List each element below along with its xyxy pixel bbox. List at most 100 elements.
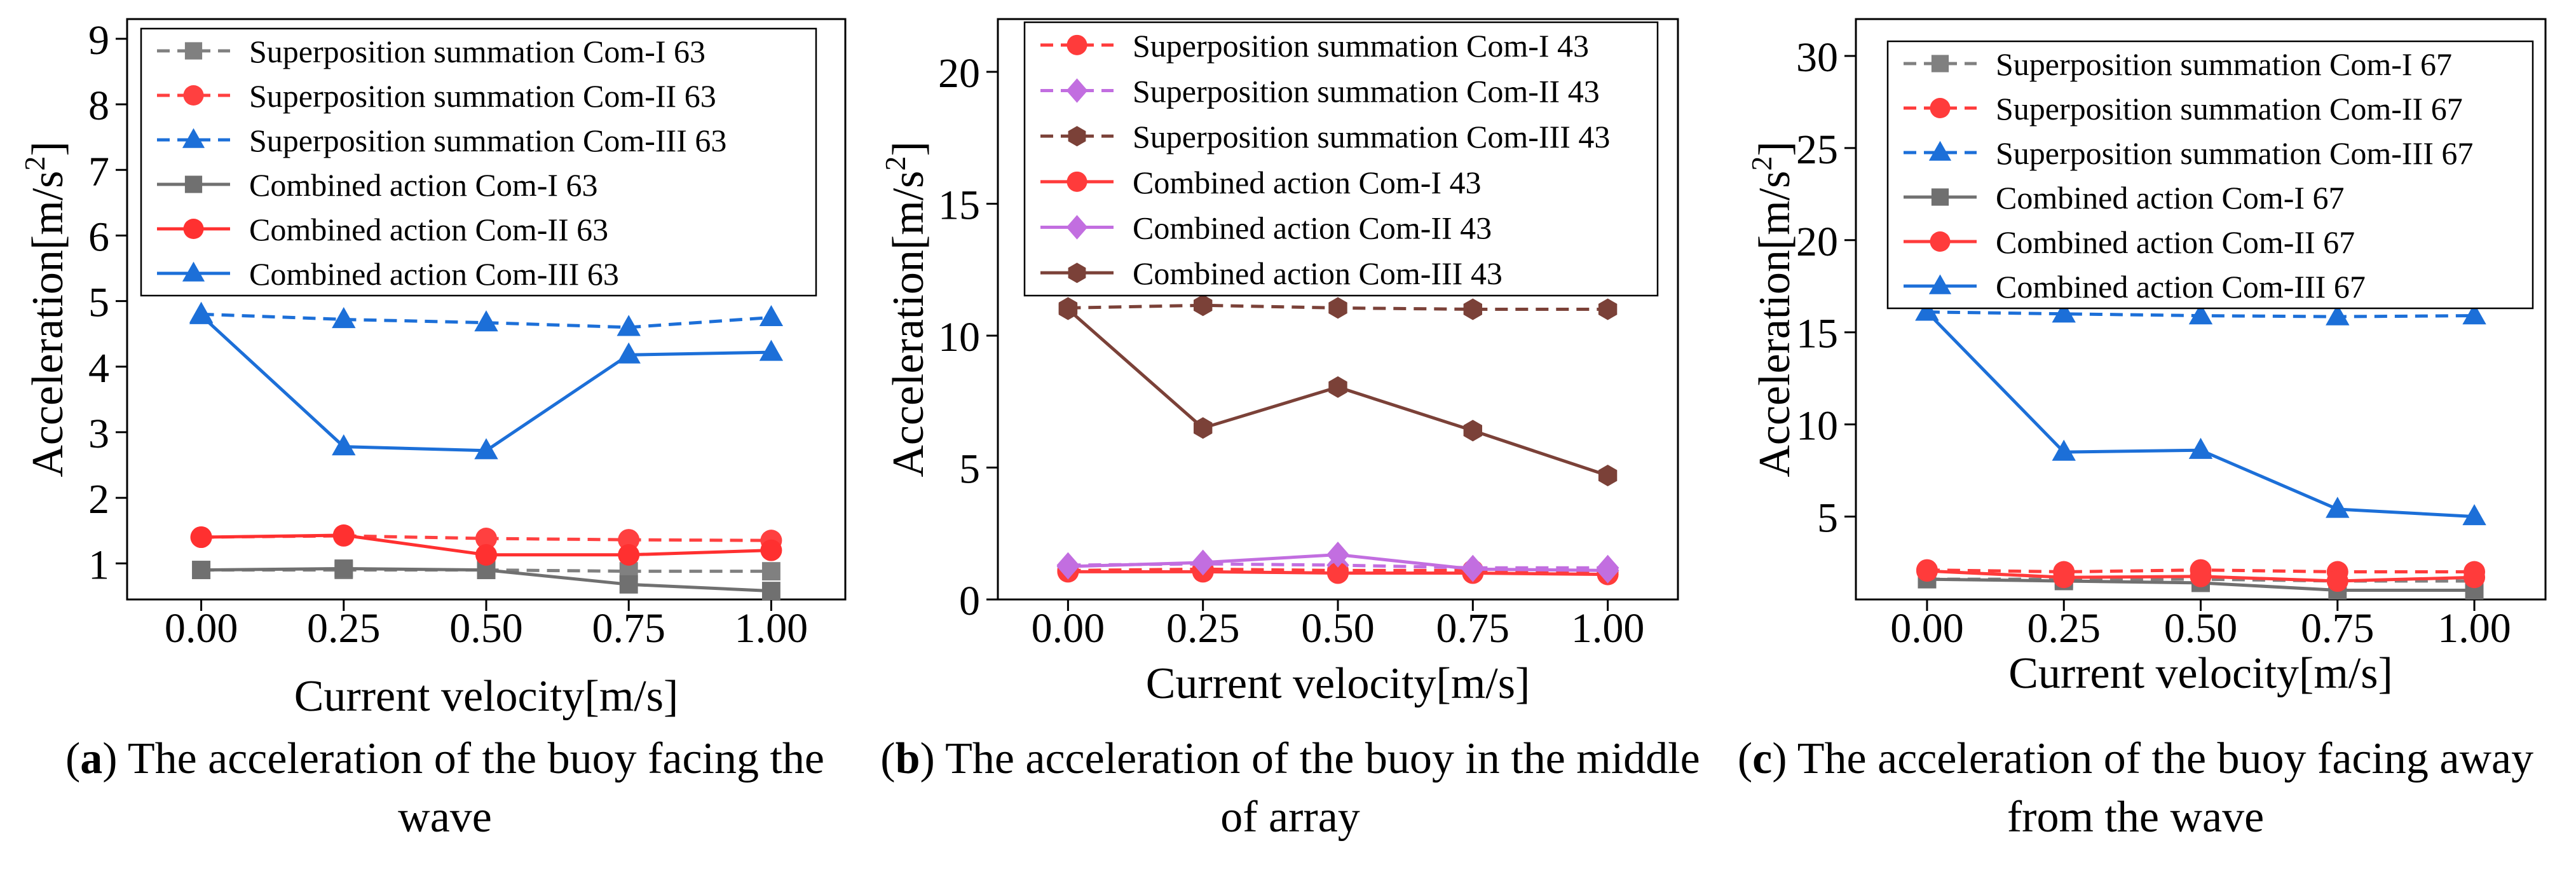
legend-marker (1928, 274, 1952, 294)
data-point (2052, 439, 2076, 461)
y-axis-label-end: ] (884, 141, 933, 156)
legend-marker (1066, 215, 1088, 240)
data-point (2326, 570, 2348, 592)
y-tick-label: 9 (88, 17, 109, 64)
legend-marker (1068, 126, 1086, 147)
legend-marker (184, 42, 203, 60)
data-point (192, 561, 211, 580)
y-tick-label: 6 (88, 214, 109, 260)
legend-entry: Combined action Com-I 67 (1996, 180, 2345, 216)
legend-entry: Superposition summation Com-III 63 (249, 123, 726, 158)
legend: Superposition summation Com-I 67 Superpos… (1886, 40, 2534, 310)
legend-marker (1067, 34, 1087, 55)
y-tick-label: 2 (88, 476, 109, 523)
caption-c-text: The acceleration of the buoy facing away… (1797, 734, 2534, 842)
y-axis-label-main: Acceleration[m/s (884, 171, 933, 477)
data-point (2464, 566, 2486, 589)
series-6 (1058, 298, 1618, 486)
legend-marker (182, 261, 205, 282)
series-3 (1058, 294, 1618, 320)
y-tick-label: 10 (938, 314, 980, 360)
series-4 (192, 559, 780, 601)
data-point (2326, 304, 2350, 325)
legend-entry: Superposition summation Com-I 67 (1996, 46, 2452, 82)
y-tick-label: 25 (1796, 127, 1838, 173)
x-tick-label: 0.50 (449, 605, 523, 652)
y-axis-label-superscript: 2 (18, 156, 51, 171)
y-tick-label: 15 (938, 182, 980, 229)
data-point (332, 306, 356, 329)
legend-entry: Combined action Com-III 63 (249, 256, 619, 292)
y-axis-label: Acceleration[m/s2] (18, 141, 72, 477)
y-axis-label-end: ] (24, 141, 72, 156)
legend-marker (183, 85, 204, 106)
y-axis-label: Acceleration[m/s2] (879, 141, 933, 477)
y-tick-label: 30 (1796, 34, 1838, 81)
legend: Superposition summation Com-I 63 Superpos… (140, 27, 817, 297)
y-tick-label: 4 (88, 345, 109, 392)
x-axis-label: Current velocity[m/s] (1146, 659, 1530, 708)
y-tick-label: 20 (1796, 219, 1838, 265)
y-tick-label: 8 (88, 83, 109, 129)
data-point (475, 544, 497, 566)
legend-frame (1886, 40, 2534, 310)
data-point (618, 544, 640, 566)
caption-c: (c) The acceleration of the buoy facing … (1737, 734, 2534, 842)
series-5 (1916, 560, 2486, 592)
y-axis-label-superscript: 2 (879, 156, 911, 171)
data-point (1916, 560, 1938, 582)
data-point (759, 339, 784, 361)
data-point (1915, 299, 1939, 321)
caption-b: (b) The acceleration of the buoy in the … (880, 734, 1700, 842)
data-point (1328, 376, 1347, 398)
y-tick-label: 5 (88, 280, 109, 326)
series-5 (1056, 542, 1619, 584)
x-tick-label: 0.75 (1436, 605, 1510, 652)
data-point (1194, 294, 1213, 317)
legend-entry: Combined action Com-III 43 (1133, 256, 1503, 291)
x-tick-label: 0.25 (1166, 605, 1240, 652)
legend-entry: Combined action Com-II 63 (249, 212, 608, 247)
x-tick-label: 1.00 (1571, 605, 1645, 652)
legend-entry: Superposition summation Com-II 63 (249, 78, 716, 114)
data-point (1326, 542, 1349, 568)
data-point (618, 529, 640, 551)
series-6 (189, 303, 784, 460)
caption-b-letter: b (895, 734, 920, 783)
series-3 (189, 301, 784, 336)
y-axis-label: Acceleration[m/s2] (1745, 141, 1799, 477)
x-tick-label: 0.00 (1032, 605, 1105, 652)
legend-marker (1068, 263, 1086, 284)
data-point (2462, 504, 2486, 526)
data-point (474, 310, 498, 332)
data-point (332, 434, 356, 456)
legend-entry: Superposition summation Com-II 43 (1133, 74, 1600, 109)
y-axis-label-main: Acceleration[m/s (24, 171, 72, 477)
series-6 (1915, 299, 2486, 526)
x-axis-label: Current velocity[m/s] (294, 672, 679, 721)
series-line (1926, 311, 2475, 519)
x-tick-label: 0.00 (165, 605, 238, 652)
data-point (619, 575, 638, 594)
legend-entry: Combined action Com-III 67 (1996, 269, 2366, 305)
data-point (474, 438, 498, 460)
y-tick-label: 5 (959, 446, 980, 493)
legend-entry: Superposition summation Com-I 63 (249, 34, 705, 69)
y-tick-label: 15 (1796, 311, 1838, 357)
x-tick-label: 0.50 (1301, 605, 1375, 652)
data-point (760, 539, 782, 561)
legend-entry: Superposition summation Com-III 67 (1996, 135, 2473, 171)
legend-frame (140, 27, 817, 297)
y-tick-label: 7 (88, 148, 109, 195)
data-point (2190, 565, 2212, 587)
legend-entry: Combined action Com-I 63 (249, 167, 598, 203)
panel-b-chart: 0 5 10 15 20 0.00 0.25 0.50 0.75 1.00 Current velo… (879, 18, 1679, 708)
legend-entry: Superposition summation Com-II 67 (1996, 91, 2463, 127)
x-tick-label: 0.25 (2027, 605, 2101, 652)
data-point (617, 315, 641, 336)
legend-entry: Combined action Com-II 43 (1133, 210, 1492, 246)
y-tick-label: 10 (1796, 403, 1838, 449)
legend-marker (1931, 55, 1949, 72)
x-tick-label: 0.25 (307, 605, 381, 652)
